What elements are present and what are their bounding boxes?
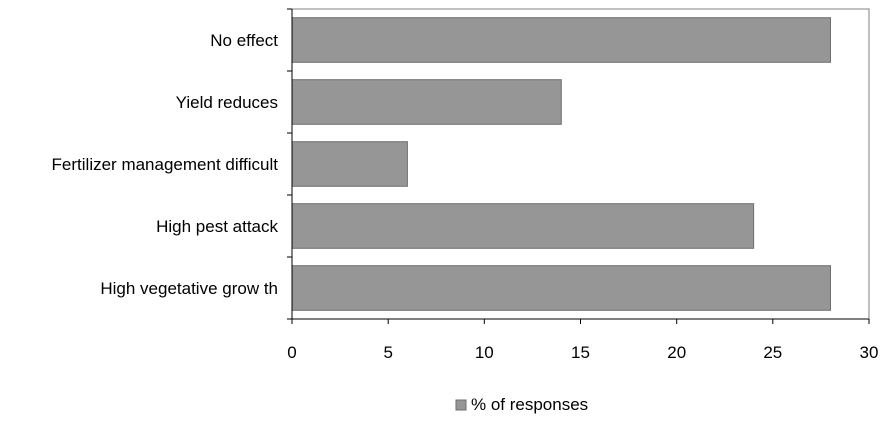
bars-layer xyxy=(291,17,831,311)
category-label: High vegetative grow th xyxy=(100,279,278,298)
bar xyxy=(291,265,831,311)
category-label: Yield reduces xyxy=(176,93,278,112)
category-label: No effect xyxy=(210,31,278,50)
x-tick-label: 0 xyxy=(287,343,296,362)
bar xyxy=(291,79,562,125)
axes-layer xyxy=(287,8,870,324)
labels-layer: No effect Yield reduces Fertilizer managem… xyxy=(52,31,879,362)
category-label: High pest attack xyxy=(156,217,278,236)
bar xyxy=(291,17,831,63)
bar xyxy=(291,203,755,249)
x-tick-label: 30 xyxy=(860,343,879,362)
x-tick-label: 25 xyxy=(763,343,782,362)
x-tick-label: 20 xyxy=(667,343,686,362)
legend-label: % of responses xyxy=(471,395,588,414)
bar xyxy=(291,141,408,187)
x-tick-label: 10 xyxy=(475,343,494,362)
legend: % of responses xyxy=(455,395,588,414)
legend-swatch xyxy=(455,399,467,411)
x-tick-label: 5 xyxy=(383,343,392,362)
category-label: Fertilizer management difficult xyxy=(52,155,279,174)
x-tick-label: 15 xyxy=(571,343,590,362)
